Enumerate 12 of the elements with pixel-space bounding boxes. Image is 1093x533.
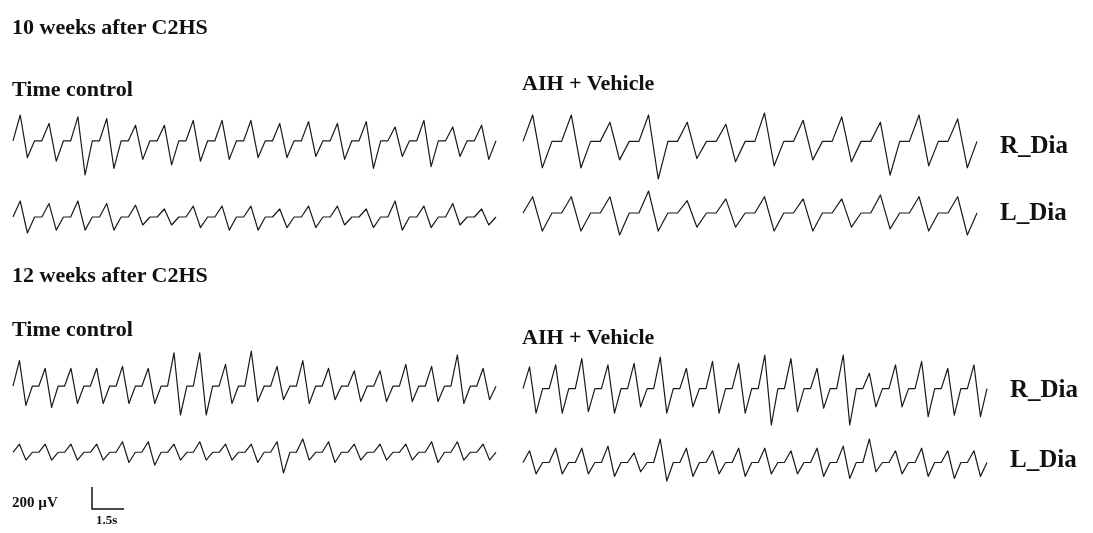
series-label: L_Dia: [1000, 198, 1067, 226]
chart-title: 10 weeks after C2HS: [12, 14, 208, 40]
chart-subtitle: AIH + Vehicle: [522, 324, 655, 350]
series-label: L_Dia: [1010, 445, 1077, 473]
chart-title: 12 weeks after C2HS: [12, 262, 208, 288]
chart-subtitle: AIH + Vehicle: [522, 70, 655, 96]
chart-subtitle: Time control: [12, 76, 133, 102]
text: 200 µV: [12, 494, 58, 511]
series-label: R_Dia: [1000, 131, 1069, 159]
text: 1.5s: [96, 512, 118, 528]
chart-subtitle: Time control: [12, 316, 133, 342]
series-label: R_Dia: [1010, 375, 1079, 403]
